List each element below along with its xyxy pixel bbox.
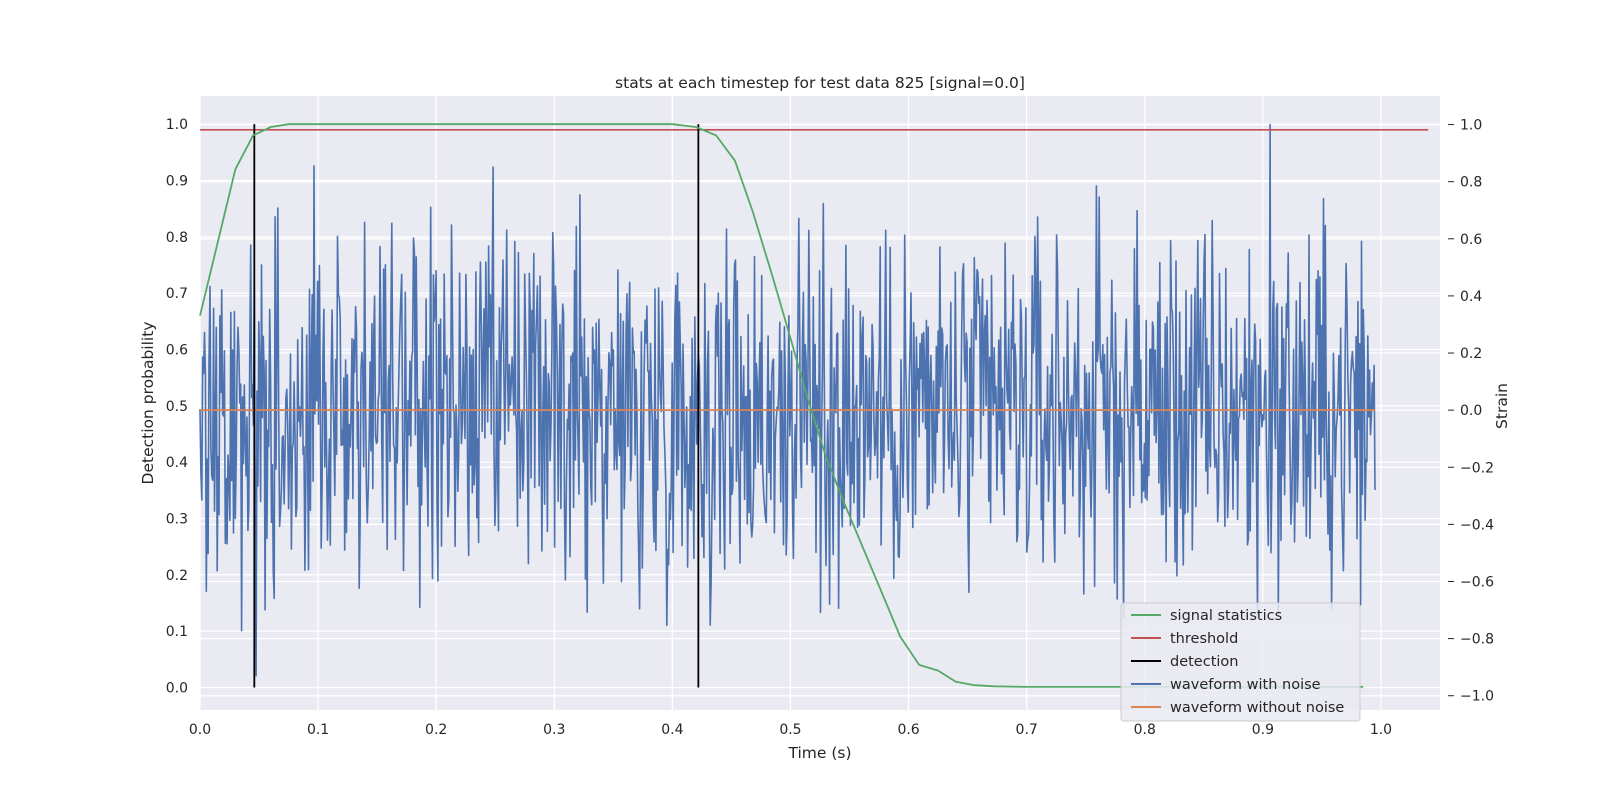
y2-tick-label: −0.6 [1460,574,1494,590]
legend-label-signal-statistics: signal statistics [1170,608,1282,624]
y2-tick-label: −0.4 [1460,517,1494,533]
y-tick-label: 0.6 [166,342,188,358]
x-tick-label: 0.6 [897,722,919,738]
x-tick-label: 0.8 [1134,722,1156,738]
x-tick-label: 0.3 [543,722,565,738]
legend-label-waveform-without-noise: waveform without noise [1170,700,1344,716]
x-tick-label: 0.7 [1016,722,1038,738]
ticks: 0.0 0.1 0.2 0.3 0.4 0.5 0.6 0.7 0.8 0.9 1.0 0.0 0.1 0… [166,117,1494,738]
legend-label-threshold: threshold [1170,631,1238,647]
y-tick-label: 0.2 [166,568,188,584]
x-tick-label: 0.9 [1252,722,1274,738]
y2-tick-label: 0.8 [1460,175,1482,191]
y2-tick-label: −0.8 [1460,632,1494,648]
y2-tick-label: −0.2 [1460,460,1494,476]
x-tick-label: 1.0 [1370,722,1392,738]
y-tick-label: 0.4 [166,455,188,471]
series-layer [199,123,1429,688]
x-tick-label: 0.4 [661,722,683,738]
y-tick-label: 1.0 [166,117,188,133]
legend: signal statistics threshold detection wa… [1120,602,1361,722]
y-tick-label: 0.0 [166,680,188,696]
y2-tick-label: 0.2 [1460,346,1482,362]
y2-tick-label: 1.0 [1460,118,1482,134]
y2-tick-label: 0.4 [1460,289,1482,305]
chart-title: stats at each timestep for test data 825… [615,74,1025,92]
y2-tick-label: 0.6 [1460,232,1482,248]
x-tick-label: 0.2 [425,722,447,738]
series-signal-statistics [199,123,1364,688]
legend-label-waveform-with-noise: waveform with noise [1170,677,1321,693]
y-tick-label: 0.1 [166,624,188,640]
y-tick-label: 0.5 [166,399,188,415]
legend-label-detection: detection [1170,654,1238,670]
x-tick-label: 0.5 [779,722,801,738]
y-axis-title: Detection probability [139,322,157,485]
y2-axis-title: Strain [1493,383,1511,429]
x-tick-label: 0.1 [307,722,329,738]
y-tick-label: 0.3 [166,511,188,527]
series-waveform-with-noise [199,123,1376,677]
x-tick-label: 0.0 [189,722,211,738]
y-tick-label: 0.9 [166,173,188,189]
y2-tick-label: −1.0 [1460,689,1494,705]
y-tick-label: 0.7 [166,286,188,302]
y-tick-label: 0.8 [166,230,188,246]
y2-tick-label: 0.0 [1460,403,1482,419]
x-axis-title: Time (s) [787,744,851,762]
legend-box [1120,602,1361,722]
